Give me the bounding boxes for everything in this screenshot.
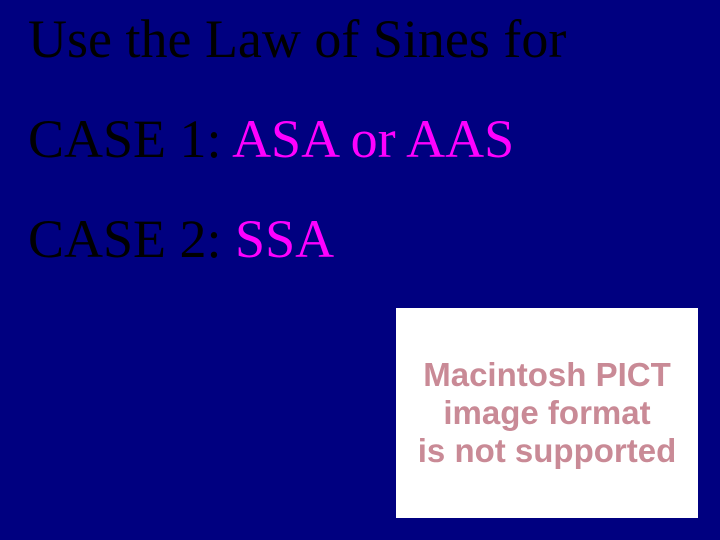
case-2-label: CASE 2: [28,209,235,269]
slide: Use the Law of Sines for CASE 1: ASA or … [0,0,720,540]
case-2-line: CASE 2: SSA [28,208,334,270]
case-2-value: SSA [235,209,334,269]
case-1-line: CASE 1: ASA or AAS [28,108,514,170]
case-1-label: CASE 1: [28,109,232,169]
pict-line-3: is not supported [418,432,677,470]
case-1-value: ASA or AAS [232,109,514,169]
pict-placeholder: Macintosh PICT image format is not suppo… [396,308,698,518]
pict-line-1: Macintosh PICT [423,356,671,394]
pict-line-2: image format [443,394,650,432]
slide-title: Use the Law of Sines for [28,8,566,70]
